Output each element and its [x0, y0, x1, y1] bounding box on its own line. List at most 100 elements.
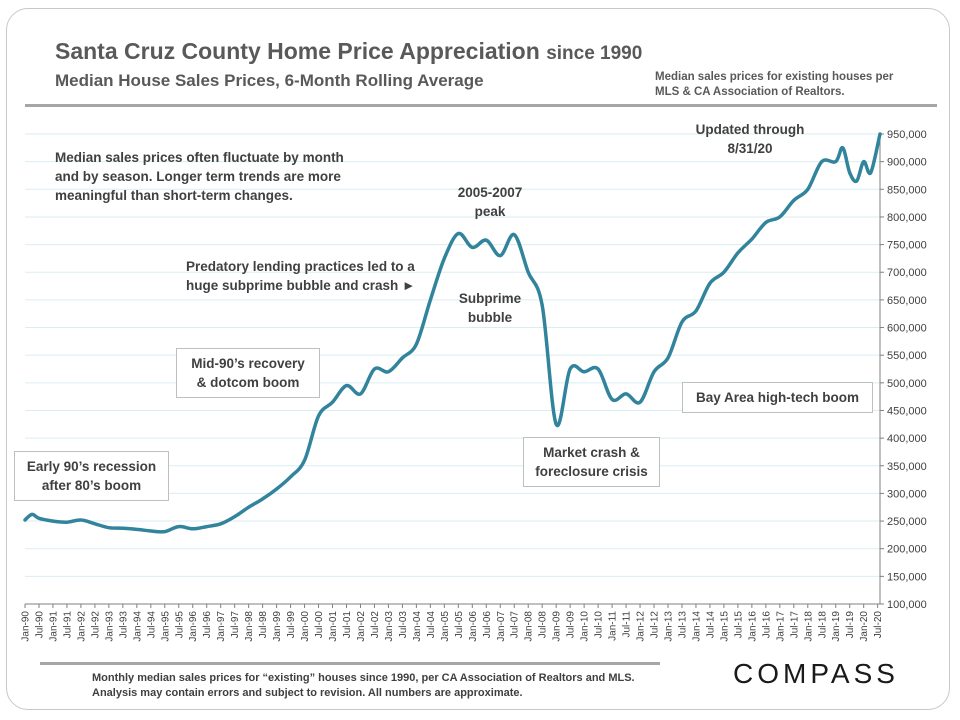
y-tick-label: 350,000 — [887, 461, 927, 473]
data-point — [191, 527, 195, 531]
data-point — [820, 160, 824, 164]
y-tick-label: 400,000 — [887, 433, 927, 445]
data-point — [93, 522, 97, 526]
y-tick-label: 450,000 — [887, 405, 927, 417]
data-point — [750, 237, 754, 241]
data-point — [79, 518, 83, 522]
data-point — [289, 475, 293, 479]
chart-title: Santa Cruz County Home Price Appreciatio… — [55, 38, 642, 65]
x-tick-label: Jul-12 — [650, 611, 661, 639]
gridlines — [25, 133, 880, 605]
x-tick-label: Jan-94 — [132, 611, 143, 642]
x-tick-label: Jan-13 — [663, 611, 674, 642]
x-tick-label: Jan-90 — [21, 611, 32, 642]
data-point — [205, 525, 209, 529]
data-point — [848, 171, 852, 175]
data-point — [610, 397, 614, 401]
data-point — [149, 529, 153, 533]
data-point — [806, 187, 810, 191]
data-point — [107, 526, 111, 530]
market-crash-callout: Market crash & foreclosure crisis — [523, 437, 660, 487]
data-point — [37, 516, 41, 520]
data-point — [135, 527, 139, 531]
y-tick-label: 900,000 — [887, 157, 927, 169]
x-tick-label: Jan-05 — [440, 611, 451, 642]
data-point — [582, 370, 586, 374]
data-point — [275, 487, 279, 491]
x-tick-label: Jul-18 — [817, 611, 828, 639]
footnote: Monthly median sales prices for “existin… — [92, 672, 635, 699]
y-tick-label: 850,000 — [887, 184, 927, 196]
x-tick-label: Jan-92 — [76, 611, 87, 642]
data-point — [456, 232, 460, 236]
data-point — [638, 400, 642, 404]
x-tick-label: Jul-02 — [370, 611, 381, 639]
data-point — [624, 392, 628, 396]
data-point — [498, 254, 502, 258]
x-tick-label: Jan-98 — [244, 611, 255, 642]
data-point — [303, 458, 307, 462]
x-tick-label: Jul-17 — [789, 611, 800, 639]
x-tick-label: Jul-20 — [873, 611, 884, 639]
data-point — [386, 370, 390, 374]
data-point — [331, 400, 335, 404]
data-point — [121, 526, 125, 530]
x-tick-label: Jan-16 — [747, 611, 758, 642]
x-tick-label: Jul-01 — [342, 611, 353, 639]
updated-note: Updated through 8/31/20 — [695, 122, 805, 156]
x-tick-label: Jan-10 — [580, 611, 591, 642]
data-point — [177, 525, 181, 529]
data-point — [792, 198, 796, 202]
x-tick-label: Jul-94 — [146, 611, 157, 639]
x-tick-label: Jan-01 — [328, 611, 339, 642]
bay-area-boom-callout: Bay Area high-tech boom — [682, 382, 873, 413]
peak-label: 2005-2007 peak — [457, 185, 523, 219]
x-tick-label: Jan-93 — [104, 611, 115, 642]
x-tick-label: Jul-04 — [426, 611, 437, 639]
x-tick-label: Jul-96 — [202, 611, 213, 639]
slide-frame — [6, 8, 950, 710]
data-point — [400, 356, 404, 360]
data-point — [163, 530, 167, 534]
data-point — [596, 367, 600, 371]
x-tick-label: Jul-09 — [566, 611, 577, 639]
data-point — [442, 256, 446, 260]
y-tick-label: 150,000 — [887, 571, 927, 583]
header-divider — [25, 104, 937, 107]
data-point — [233, 515, 237, 519]
x-tick-label: Jul-06 — [482, 611, 493, 639]
data-point — [778, 215, 782, 219]
x-tick-label: Jan-19 — [831, 611, 842, 642]
x-tick-label: Jul-16 — [761, 611, 772, 639]
x-tick-label: Jan-18 — [803, 611, 814, 642]
x-tick-label: Jul-15 — [733, 611, 744, 639]
data-point — [736, 251, 740, 255]
data-point — [680, 320, 684, 324]
data-point — [317, 414, 321, 418]
footer-divider — [40, 662, 660, 665]
x-axis: Jan-90 Jul-90 Jan-91 Jul-91 Jan-92 Jul-92 Jan-… — [21, 603, 884, 642]
data-point — [878, 132, 882, 136]
data-point — [540, 303, 544, 307]
x-tick-label: Jan-03 — [384, 611, 395, 642]
data-point — [708, 281, 712, 285]
x-tick-label: Jan-02 — [356, 611, 367, 642]
x-tick-label: Jan-08 — [524, 611, 535, 642]
data-point — [428, 298, 432, 302]
x-tick-label: Jan-12 — [636, 611, 647, 642]
x-tick-label: Jul-05 — [454, 611, 465, 639]
x-tick-label: Jan-14 — [691, 611, 702, 642]
x-tick-label: Jul-19 — [845, 611, 856, 639]
data-point — [247, 505, 251, 509]
x-tick-label: Jul-10 — [594, 611, 605, 639]
x-tick-label: Jul-14 — [705, 611, 716, 639]
data-point — [764, 220, 768, 224]
data-point — [414, 342, 418, 346]
data-point — [219, 522, 223, 526]
x-tick-label: Jul-95 — [174, 611, 185, 639]
data-point — [834, 160, 838, 164]
data-point — [261, 497, 265, 501]
x-tick-label: Jan-09 — [552, 611, 563, 642]
data-point — [652, 370, 656, 374]
data-point — [568, 367, 572, 371]
